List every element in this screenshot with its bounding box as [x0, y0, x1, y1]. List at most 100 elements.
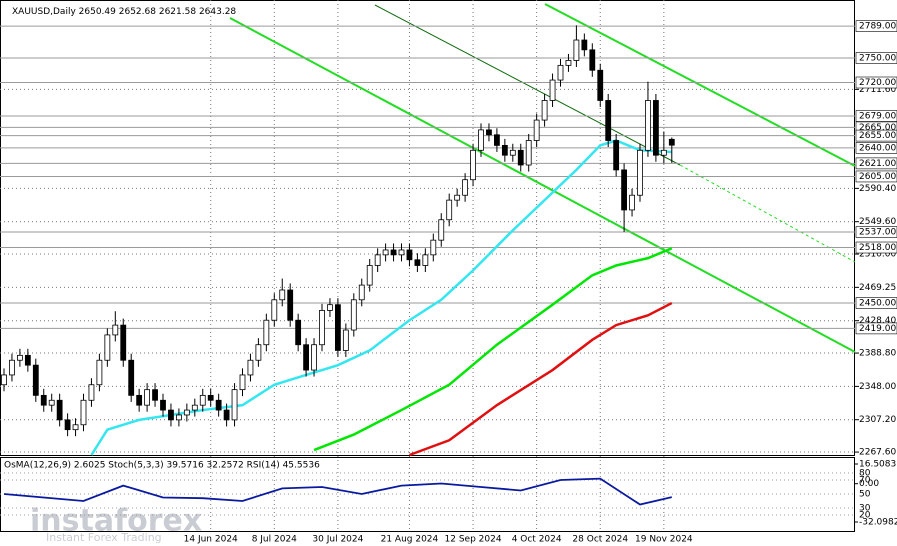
candle-body [462, 179, 469, 196]
x-tick-label: 14 Jun 2024 [184, 535, 238, 545]
candle-body [541, 100, 548, 121]
candle-body [88, 384, 95, 401]
candle-body [334, 304, 341, 351]
candle-body [295, 319, 302, 346]
indicator-tick-label: 20 [859, 511, 871, 521]
y-tick-label: 2549.60 [859, 217, 896, 227]
candle-body [128, 359, 135, 396]
candle-body [398, 249, 405, 256]
candle-body [96, 359, 103, 386]
candle-body [653, 100, 659, 156]
candle-body [613, 140, 620, 171]
candle-body [358, 284, 365, 301]
candle-body [454, 194, 461, 201]
candle-body [120, 324, 127, 361]
candle-body [438, 219, 445, 241]
x-tick-label: 8 Jul 2024 [252, 535, 297, 545]
candle-body [493, 134, 500, 146]
candle-body [549, 79, 556, 101]
indicator-tick-label: 80 [859, 469, 871, 479]
x-tick-label: 19 Nov 2024 [635, 535, 693, 545]
candle-body [342, 329, 349, 351]
level-label-box [855, 226, 897, 238]
candle-body [509, 149, 516, 156]
level-label-box [855, 322, 897, 335]
candle-body [168, 409, 174, 421]
candle-body [231, 389, 238, 421]
candle-body [501, 145, 508, 156]
grid [0, 0, 855, 531]
osma-tick-label: -32.0982 [859, 518, 897, 528]
level-label: 2605.00 [859, 172, 896, 182]
y-tick-label: 2510.00 [859, 250, 896, 260]
candle-body [390, 249, 397, 256]
level-label-box [855, 129, 897, 142]
candle-body [311, 344, 317, 371]
candle-body [589, 49, 596, 71]
level-label-box [855, 52, 897, 64]
candle-body [255, 344, 262, 361]
y-tick-label: 2388.80 [859, 349, 896, 359]
osma-tick-label: 16.5083 [859, 460, 896, 470]
trend-channel-upper [544, 3, 856, 167]
candle-body [112, 324, 119, 336]
candle-body [660, 149, 667, 156]
candle-body [533, 119, 540, 141]
level-label-box [855, 170, 897, 183]
candle-body [183, 409, 190, 416]
candle-body [144, 389, 151, 406]
osma-tick-label: 0.00 [859, 479, 879, 489]
moving-average [409, 301, 673, 457]
candle-body [279, 289, 286, 301]
level-label: 2655.00 [859, 131, 896, 141]
level-label-box [855, 157, 897, 170]
candle-body [152, 389, 158, 401]
candle-body [645, 100, 651, 151]
candle-body [629, 194, 635, 211]
level-label-box [855, 142, 897, 154]
level-label-box [855, 297, 897, 309]
level-label: 2450.00 [859, 299, 896, 309]
level-label: 2621.00 [859, 159, 896, 169]
candle-body [80, 399, 87, 426]
candle-body [382, 249, 389, 256]
x-tick-label: 12 Sep 2024 [445, 535, 502, 545]
candle-body [422, 254, 429, 266]
level-label: 2750.00 [859, 53, 896, 63]
candle-body [621, 169, 627, 211]
candle-body [486, 129, 492, 136]
x-tick-label: 30 Jul 2024 [312, 535, 363, 545]
level-label-box [855, 20, 897, 32]
candle-body [72, 424, 79, 431]
y-tick-label: 2267.60 [859, 448, 896, 458]
candle-body [446, 199, 453, 221]
candle-body [557, 64, 564, 81]
y-tick-label: 2348.00 [859, 382, 896, 392]
candle-body [191, 404, 198, 411]
candle-body [1, 374, 7, 386]
candle-body [414, 259, 421, 266]
candle-body [327, 304, 333, 311]
candle-body [48, 399, 55, 406]
candle-body [239, 374, 246, 391]
y-tick-label: 2590.40 [859, 184, 896, 194]
candle-body [175, 414, 182, 421]
candle-body [605, 100, 612, 141]
rsi-line [3, 477, 673, 506]
y-tick-label: 2469.25 [859, 283, 896, 293]
trend-channel-lower [229, 17, 856, 353]
candle-body [136, 394, 143, 406]
candle-body [199, 394, 206, 406]
candle-body [319, 310, 325, 346]
level-label: 2720.00 [859, 78, 896, 88]
watermark-tagline: Instant Forex Trading [46, 531, 162, 544]
candle-body [374, 254, 381, 266]
candle-body [271, 299, 278, 321]
candle-body [247, 359, 254, 376]
candle-body [32, 364, 39, 396]
candle-body [581, 39, 588, 51]
level-label: 2419.00 [859, 324, 896, 334]
candle-body [16, 354, 23, 361]
indicator-tick-label: 50 [859, 490, 871, 500]
